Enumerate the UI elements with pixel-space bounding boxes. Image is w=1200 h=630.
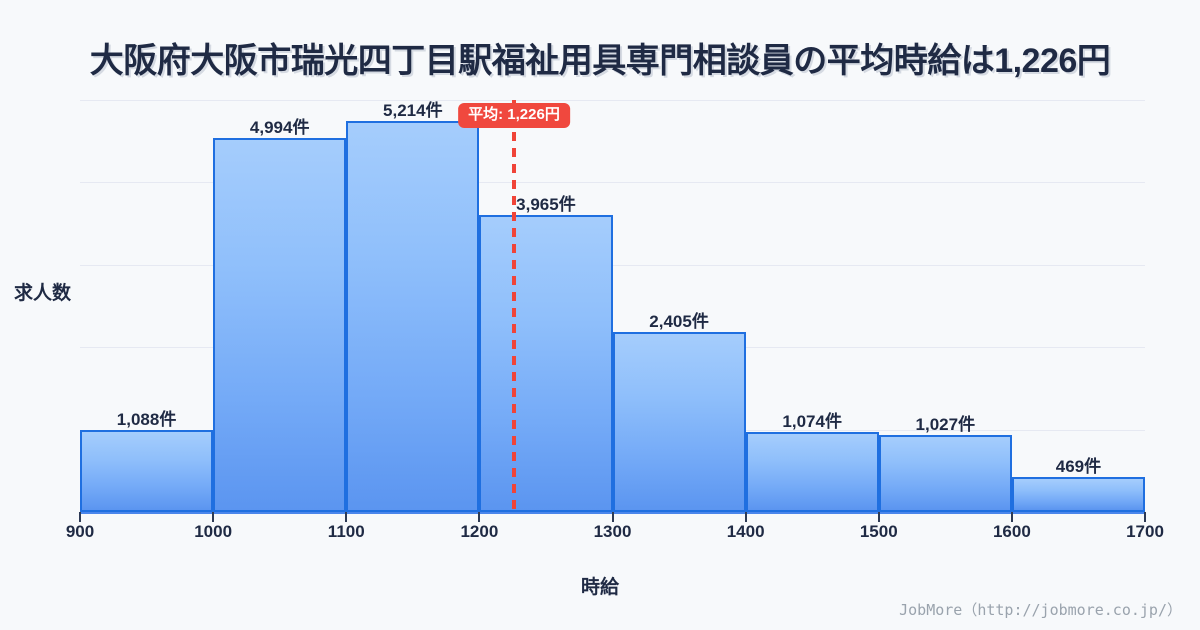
- histogram-bar[interactable]: [1011, 476, 1145, 512]
- bar-value-label: 2,405件: [649, 311, 709, 331]
- x-axis-tick-label: 1300: [593, 522, 632, 541]
- x-axis-tick: [478, 512, 481, 522]
- x-axis-title: 時給: [580, 577, 619, 598]
- gridline: [80, 100, 1145, 101]
- x-axis-tick-label: 1000: [194, 522, 233, 541]
- gridline: [80, 182, 1145, 183]
- histogram-bar[interactable]: [745, 431, 879, 512]
- x-axis-tick: [345, 512, 348, 522]
- histogram-bar[interactable]: [612, 331, 746, 512]
- histogram-bar[interactable]: [479, 214, 613, 512]
- page-title: 大阪府大阪市瑞光四丁目駅福祉用具専門相談員の平均時給は1,226円: [89, 42, 1111, 80]
- x-axis-tick: [212, 512, 215, 522]
- x-axis-tick: [877, 512, 880, 522]
- x-axis-tick-label: 1600: [992, 522, 1031, 541]
- footer-credit: JobMore（http://jobmore.co.jp/）: [899, 601, 1182, 619]
- x-axis-tick: [611, 512, 614, 522]
- gridline: [80, 265, 1145, 266]
- x-axis-tick: [1144, 512, 1146, 522]
- x-axis-tick-label: 1200: [460, 522, 499, 541]
- histogram-bar[interactable]: [213, 137, 347, 512]
- histogram-bar[interactable]: [80, 430, 214, 512]
- x-axis-tick: [1010, 512, 1013, 522]
- histogram-bar[interactable]: [346, 121, 480, 512]
- x-axis-tick: [79, 512, 81, 522]
- bar-value-label: 469件: [1055, 456, 1102, 476]
- x-axis-tick-label: 1100: [327, 522, 365, 541]
- bar-value-label: 4,994件: [249, 117, 310, 137]
- x-axis-tick: [744, 512, 747, 522]
- x-axis-tick-label: 1500: [859, 522, 898, 541]
- histogram-bar[interactable]: [878, 435, 1012, 512]
- x-axis-tick-label: 1400: [726, 522, 765, 541]
- bar-value-label: 5,214件: [383, 101, 443, 121]
- bar-value-label: 1,074件: [782, 411, 842, 431]
- y-axis-title: 求人数: [14, 283, 72, 304]
- bar-value-label: 1,088件: [116, 410, 177, 430]
- x-axis-tick-label: 1700: [1126, 522, 1164, 541]
- x-axis-tick-label: 900: [65, 522, 95, 541]
- average-badge: 平均: 1,226円: [458, 103, 570, 128]
- bar-value-label: 3,965件: [516, 194, 576, 214]
- bar-value-label: 1,027件: [915, 415, 976, 435]
- average-dashed-line: [511, 100, 516, 512]
